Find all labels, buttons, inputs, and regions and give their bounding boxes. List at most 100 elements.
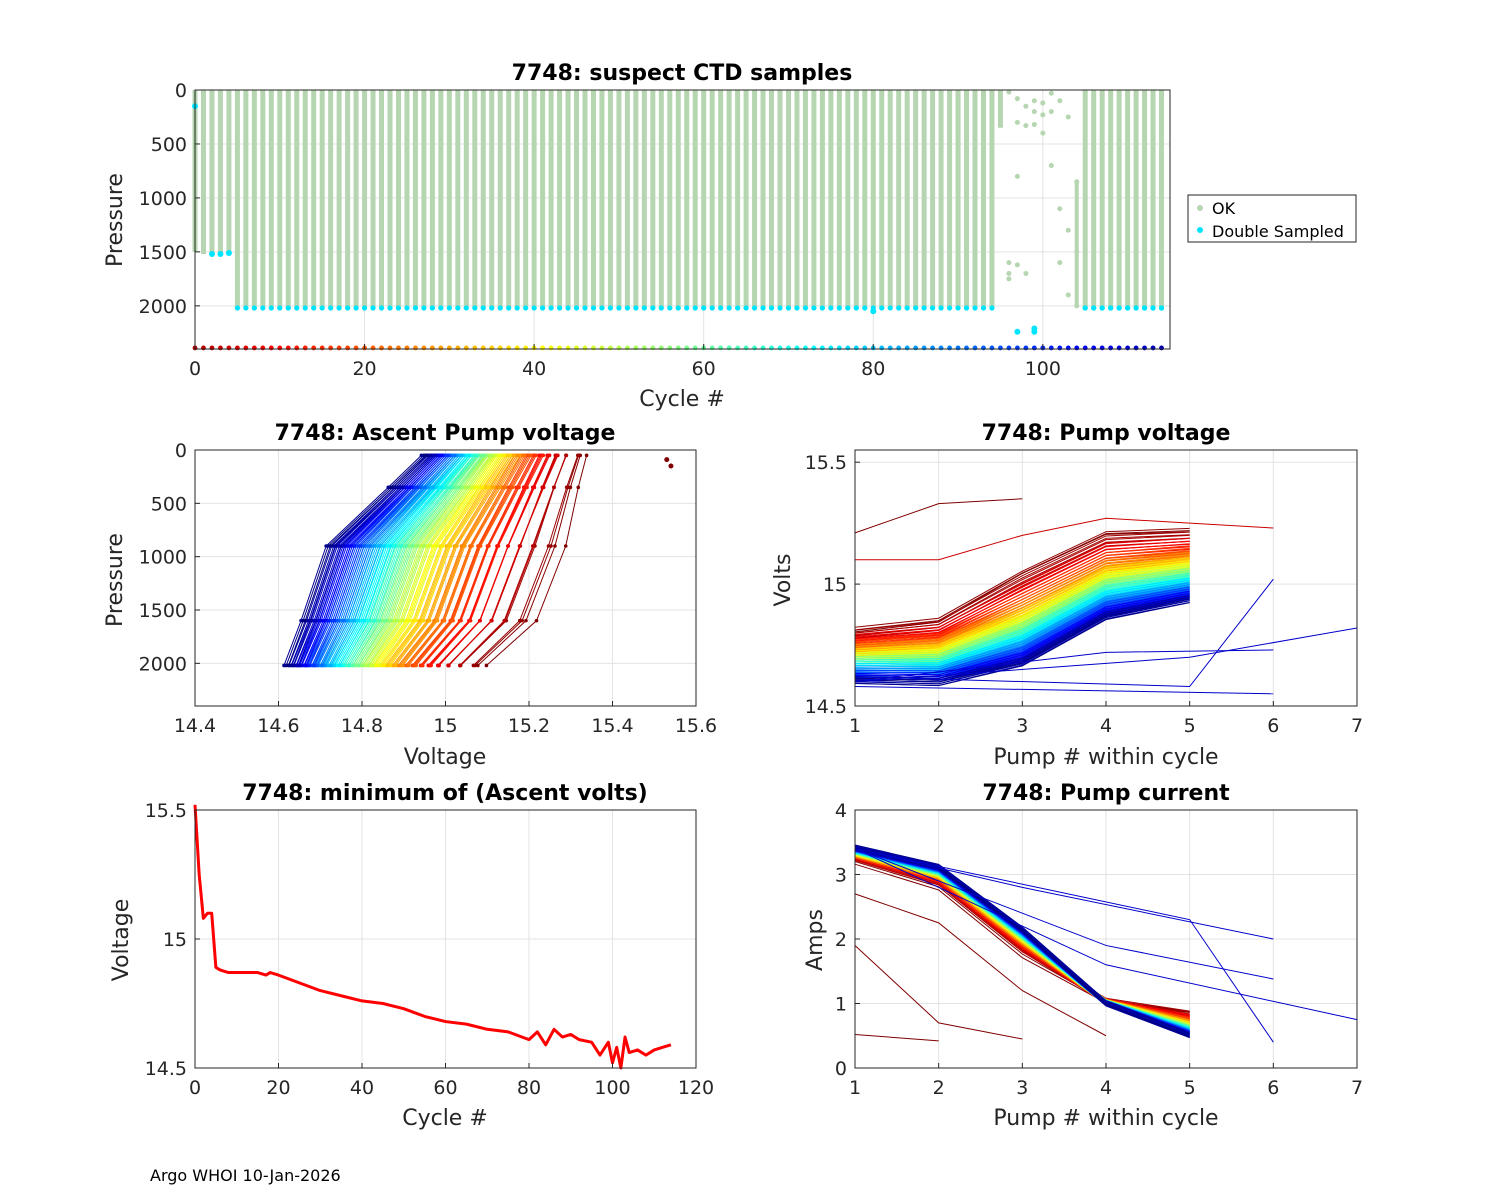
profile-point bbox=[384, 618, 389, 623]
profile-point bbox=[487, 485, 491, 490]
cycle-line bbox=[854, 556, 1190, 650]
cycle-marker bbox=[718, 345, 724, 351]
double-sampled-point bbox=[540, 305, 546, 311]
y-tick-label: 15.5 bbox=[805, 452, 847, 474]
cycle-marker bbox=[591, 345, 596, 351]
profile-point bbox=[460, 485, 465, 490]
y-tick-label: 0 bbox=[175, 440, 187, 462]
min-volts-line bbox=[193, 804, 672, 1070]
outlier-line bbox=[854, 848, 1274, 940]
profile-point bbox=[382, 544, 387, 548]
cycle-marker bbox=[752, 345, 757, 351]
cycle-line bbox=[854, 844, 1190, 1034]
outlier-line bbox=[854, 893, 1107, 1037]
cycle-marker bbox=[234, 345, 240, 351]
double-sampled-point bbox=[429, 305, 435, 311]
legend-double-marker bbox=[1197, 227, 1203, 233]
cycle-marker bbox=[379, 345, 384, 351]
double-sampled-point bbox=[819, 305, 825, 311]
cycle-marker bbox=[692, 345, 698, 351]
profile-point bbox=[395, 485, 400, 490]
x-tick-label: 7 bbox=[1351, 1077, 1363, 1099]
profile-point bbox=[524, 618, 528, 623]
double-sampled-point bbox=[684, 305, 690, 311]
cycle-marker bbox=[862, 345, 868, 351]
ok-sample bbox=[1065, 292, 1071, 298]
cycle-line bbox=[854, 537, 1190, 636]
y-tick-label: 1 bbox=[835, 994, 847, 1016]
chart-title: 7748: Pump voltage bbox=[982, 421, 1231, 446]
double-sampled-point bbox=[718, 305, 724, 311]
double-sampled-point bbox=[836, 305, 842, 311]
double-sampled-point bbox=[573, 305, 580, 311]
profile-point bbox=[332, 663, 337, 668]
y-axis-label: Pressure bbox=[103, 173, 128, 267]
profile-point bbox=[457, 485, 461, 490]
cycle-marker bbox=[514, 345, 520, 351]
outlier-line bbox=[854, 498, 1023, 534]
y-tick-label: 1000 bbox=[139, 188, 187, 210]
profile-point bbox=[439, 485, 444, 490]
legend: OK Double Sampled bbox=[1187, 194, 1357, 243]
cycle-marker bbox=[201, 345, 206, 351]
profile-point bbox=[371, 663, 375, 668]
double-sampled-point bbox=[650, 305, 656, 311]
cycle-marker bbox=[1133, 345, 1139, 351]
cycle-marker bbox=[472, 345, 478, 351]
profile-point bbox=[424, 453, 429, 458]
x-tick-label: 40 bbox=[522, 358, 546, 380]
profile-point bbox=[410, 544, 415, 548]
double-sampled-point bbox=[277, 305, 283, 311]
double-sampled-point bbox=[361, 305, 368, 311]
double-sampled-point bbox=[913, 305, 919, 311]
y-axis-label: Volts bbox=[771, 553, 796, 606]
x-tick-label: 4 bbox=[1100, 1077, 1112, 1099]
cycle-marker bbox=[989, 345, 995, 351]
ok-sample bbox=[1006, 276, 1012, 282]
double-sampled-point bbox=[489, 305, 495, 311]
double-sampled-point bbox=[963, 305, 970, 311]
cycle-marker bbox=[1014, 345, 1020, 351]
y-tick-label: 2 bbox=[835, 929, 847, 951]
double-sampled-point bbox=[904, 305, 910, 311]
profile-point bbox=[401, 618, 406, 623]
double-sampled-point bbox=[319, 305, 325, 311]
profile-point bbox=[421, 618, 426, 623]
profile-point bbox=[372, 544, 376, 548]
x-tick-label: 20 bbox=[266, 1077, 290, 1099]
profile-point bbox=[426, 485, 430, 490]
double-sampled-point bbox=[234, 305, 240, 311]
double-sampled-point bbox=[675, 305, 681, 311]
y-tick-label: 0 bbox=[835, 1058, 847, 1080]
profile-point bbox=[342, 618, 346, 623]
profile-point bbox=[549, 544, 553, 548]
cycle-line bbox=[854, 575, 1190, 663]
profile-point bbox=[388, 544, 393, 548]
x-tick-label: 0 bbox=[189, 1077, 201, 1099]
x-axis-label: Pump # within cycle bbox=[993, 1106, 1218, 1131]
ok-sample bbox=[1048, 90, 1054, 96]
y-tick-label: 1500 bbox=[139, 600, 187, 622]
ok-sample bbox=[1057, 206, 1063, 212]
profile-point bbox=[517, 485, 521, 490]
profile-point bbox=[584, 453, 589, 458]
cycle-marker bbox=[879, 345, 885, 351]
profile-point bbox=[339, 544, 344, 548]
profile-point bbox=[338, 663, 342, 668]
cycle-line bbox=[854, 565, 1190, 657]
profile-point bbox=[563, 544, 568, 548]
chart-title: 7748: minimum of (Ascent volts) bbox=[242, 781, 648, 806]
double-sampled-point bbox=[208, 251, 215, 258]
profile-point bbox=[503, 485, 508, 490]
cycle-marker bbox=[769, 345, 774, 351]
profile-point bbox=[399, 544, 404, 548]
outlier-line bbox=[854, 649, 1274, 683]
profile-point bbox=[404, 544, 408, 548]
y-tick-label: 1500 bbox=[139, 242, 187, 264]
profile-point bbox=[547, 453, 552, 458]
chart-title: 7748: Ascent Pump voltage bbox=[275, 421, 616, 446]
double-sampled-point bbox=[497, 305, 503, 311]
profile-point bbox=[323, 663, 328, 668]
profile-point bbox=[329, 663, 333, 668]
panel-min-ascent-volts: 0 20 40 60 80 100 120 14.5 15 15.5 7748: minimum … bbox=[109, 781, 714, 1131]
